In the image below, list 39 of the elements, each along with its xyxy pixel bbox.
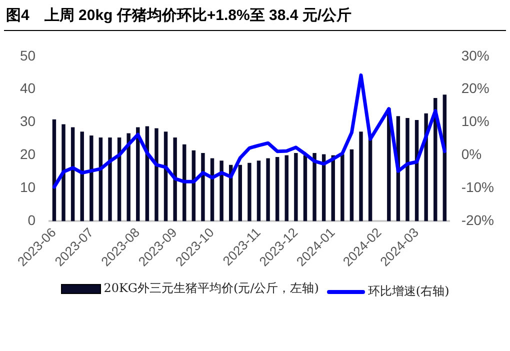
chart-title: 图4 上周 20kg 仔猪均价环比+1.8%至 38.4 元/公斤 [6,6,352,25]
bar [275,156,280,222]
y-tick-label: 10 [20,179,36,196]
y2-tick-label: -10% [461,179,494,196]
bar [266,158,270,222]
bar [312,152,316,222]
bar [340,154,344,222]
bar [70,127,75,222]
y2-tick-label: 30% [461,47,490,64]
bar [284,155,288,222]
y-tick-label: 0 [28,212,36,228]
bar [201,152,205,222]
bar [220,160,224,222]
bar [126,133,130,222]
y2-tick-label: 0% [461,146,482,162]
y-tick-label: 20 [20,146,36,162]
y2-tick-label: -20% [461,212,494,228]
bar [80,132,84,222]
y-tick-label: 50 [20,47,36,64]
bar [248,162,252,222]
bar [238,164,242,222]
legend-label: 环比增速(右轴) [368,283,450,300]
bar [90,136,94,222]
bar [173,138,177,222]
bar [424,113,428,222]
bar [359,132,363,222]
bar [406,118,410,222]
bar [303,155,308,222]
bar [154,128,158,222]
y-tick-label: 30 [20,113,36,130]
bar [256,160,261,222]
bar [108,138,112,222]
bar [294,152,298,222]
y2-tick-label: 10% [461,113,490,130]
bar [350,149,354,222]
y-tick-label: 40 [20,80,36,96]
y2-tick-label: 20% [461,80,490,96]
bar [62,124,66,222]
legend-label: 20KG外三元生猪平均价(元/公斤，左轴) [104,280,319,297]
